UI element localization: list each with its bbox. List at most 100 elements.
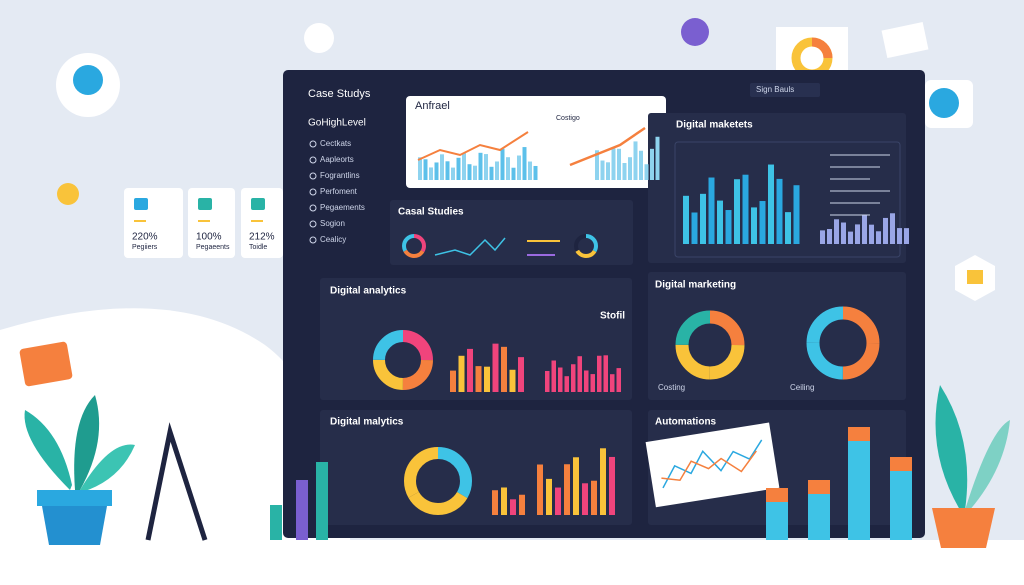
decor-bar xyxy=(609,456,615,515)
decor-bar xyxy=(617,148,621,180)
decor-bar xyxy=(897,228,902,244)
decor-bar xyxy=(519,494,525,515)
pot xyxy=(42,506,107,545)
decor-bar xyxy=(590,374,595,392)
decor-bar xyxy=(484,366,490,392)
decor-bar xyxy=(296,480,308,540)
decor-bar xyxy=(768,164,774,244)
decor-bar xyxy=(518,357,524,392)
decor-bar xyxy=(890,457,912,540)
decor-donut xyxy=(402,234,426,258)
nav-icon xyxy=(309,220,317,228)
nav-item[interactable]: Pegaements xyxy=(320,203,365,212)
nav-item[interactable]: Cealicy xyxy=(320,235,346,244)
decor-bar xyxy=(582,483,588,515)
decor-bar xyxy=(495,161,499,180)
decor-bar xyxy=(528,161,532,180)
decor-bar xyxy=(904,228,909,244)
decor-bar xyxy=(484,154,488,180)
nav-icon xyxy=(309,204,317,212)
decor-bar xyxy=(633,141,638,180)
icon-badge xyxy=(304,23,334,53)
decor-bar xyxy=(808,480,830,540)
panel-title: Digital maketets xyxy=(676,120,753,131)
decor-bar-cap xyxy=(808,480,830,494)
decor-bar xyxy=(700,193,706,244)
decor-bar xyxy=(610,374,615,392)
decor-bar xyxy=(537,464,543,515)
decor-bar xyxy=(467,164,472,180)
decor-bar xyxy=(546,478,552,515)
panel-title: Anfrael xyxy=(415,100,450,112)
icon-badge xyxy=(681,18,709,46)
decor-bar xyxy=(509,369,516,392)
pot xyxy=(932,508,995,548)
decor-donut xyxy=(806,306,880,380)
donut-label: Ceiling xyxy=(790,383,814,392)
icon-sun xyxy=(57,183,79,205)
decor-bar xyxy=(751,207,757,244)
decor-bar xyxy=(841,222,846,244)
nav-item[interactable]: Perfoment xyxy=(320,187,358,196)
nav-item[interactable]: Fograntlins xyxy=(320,171,360,180)
leaf xyxy=(935,385,968,510)
decor-donut xyxy=(404,447,472,515)
decor-bar xyxy=(622,163,627,180)
decor-bar xyxy=(545,370,550,392)
panel xyxy=(390,200,633,265)
decor-bar xyxy=(827,228,832,244)
nav-icon xyxy=(309,156,317,164)
decor-bar xyxy=(467,348,473,392)
stat-cards: 220%Pegiiers 100%Pegaeents 212%Toidle xyxy=(124,188,283,258)
nav-item[interactable]: Aapleorts xyxy=(320,155,354,164)
decor-donut xyxy=(574,234,598,258)
decor-line xyxy=(417,131,529,161)
decor-donut xyxy=(373,330,433,390)
decor-donut xyxy=(675,310,745,380)
tilted-card xyxy=(645,422,780,508)
nav-item[interactable]: Cectkats xyxy=(320,139,351,148)
stat-icon xyxy=(198,198,212,210)
search-box[interactable] xyxy=(750,83,820,97)
easel xyxy=(145,422,208,541)
floor xyxy=(0,540,1024,585)
decor-bar xyxy=(555,487,561,515)
decor xyxy=(270,126,912,540)
decor-bar xyxy=(423,159,428,180)
decor-bar xyxy=(834,219,839,244)
pot-rim xyxy=(37,490,112,506)
decor-bar xyxy=(458,355,465,392)
decor-bar xyxy=(785,212,791,244)
decor-bar xyxy=(533,165,538,180)
decor-bar xyxy=(573,457,579,515)
decor-bar xyxy=(456,157,461,180)
brand: GoHighLevel xyxy=(308,118,366,129)
stat-label: Pegiiers xyxy=(132,244,158,251)
decor-bar xyxy=(571,364,576,392)
decor-bar xyxy=(434,162,439,180)
decor-bar xyxy=(862,215,867,244)
decor-bar xyxy=(820,230,825,244)
stat-icon xyxy=(134,198,148,210)
nav-icon xyxy=(309,188,317,196)
decor-line xyxy=(569,126,646,167)
decor-bar xyxy=(650,148,654,180)
decor-bar xyxy=(450,370,456,392)
decor-bar xyxy=(473,165,477,180)
decor-bar xyxy=(725,210,732,244)
decor-donut xyxy=(404,447,472,515)
decor-bar xyxy=(708,177,715,244)
icon-sun xyxy=(73,65,103,95)
decor-bar xyxy=(462,153,466,180)
panel-title: Casal Studies xyxy=(398,207,464,218)
panel-inner xyxy=(674,141,901,258)
icon-check xyxy=(929,88,959,118)
leaf xyxy=(965,420,1010,512)
decor-bar-cap xyxy=(890,457,912,471)
icon-mail xyxy=(19,341,73,387)
decor-bar xyxy=(492,490,498,515)
decor-bar xyxy=(517,155,521,180)
stat-underline xyxy=(251,220,263,222)
nav-item[interactable]: Sogion xyxy=(320,219,345,228)
decor-bar xyxy=(506,157,510,180)
